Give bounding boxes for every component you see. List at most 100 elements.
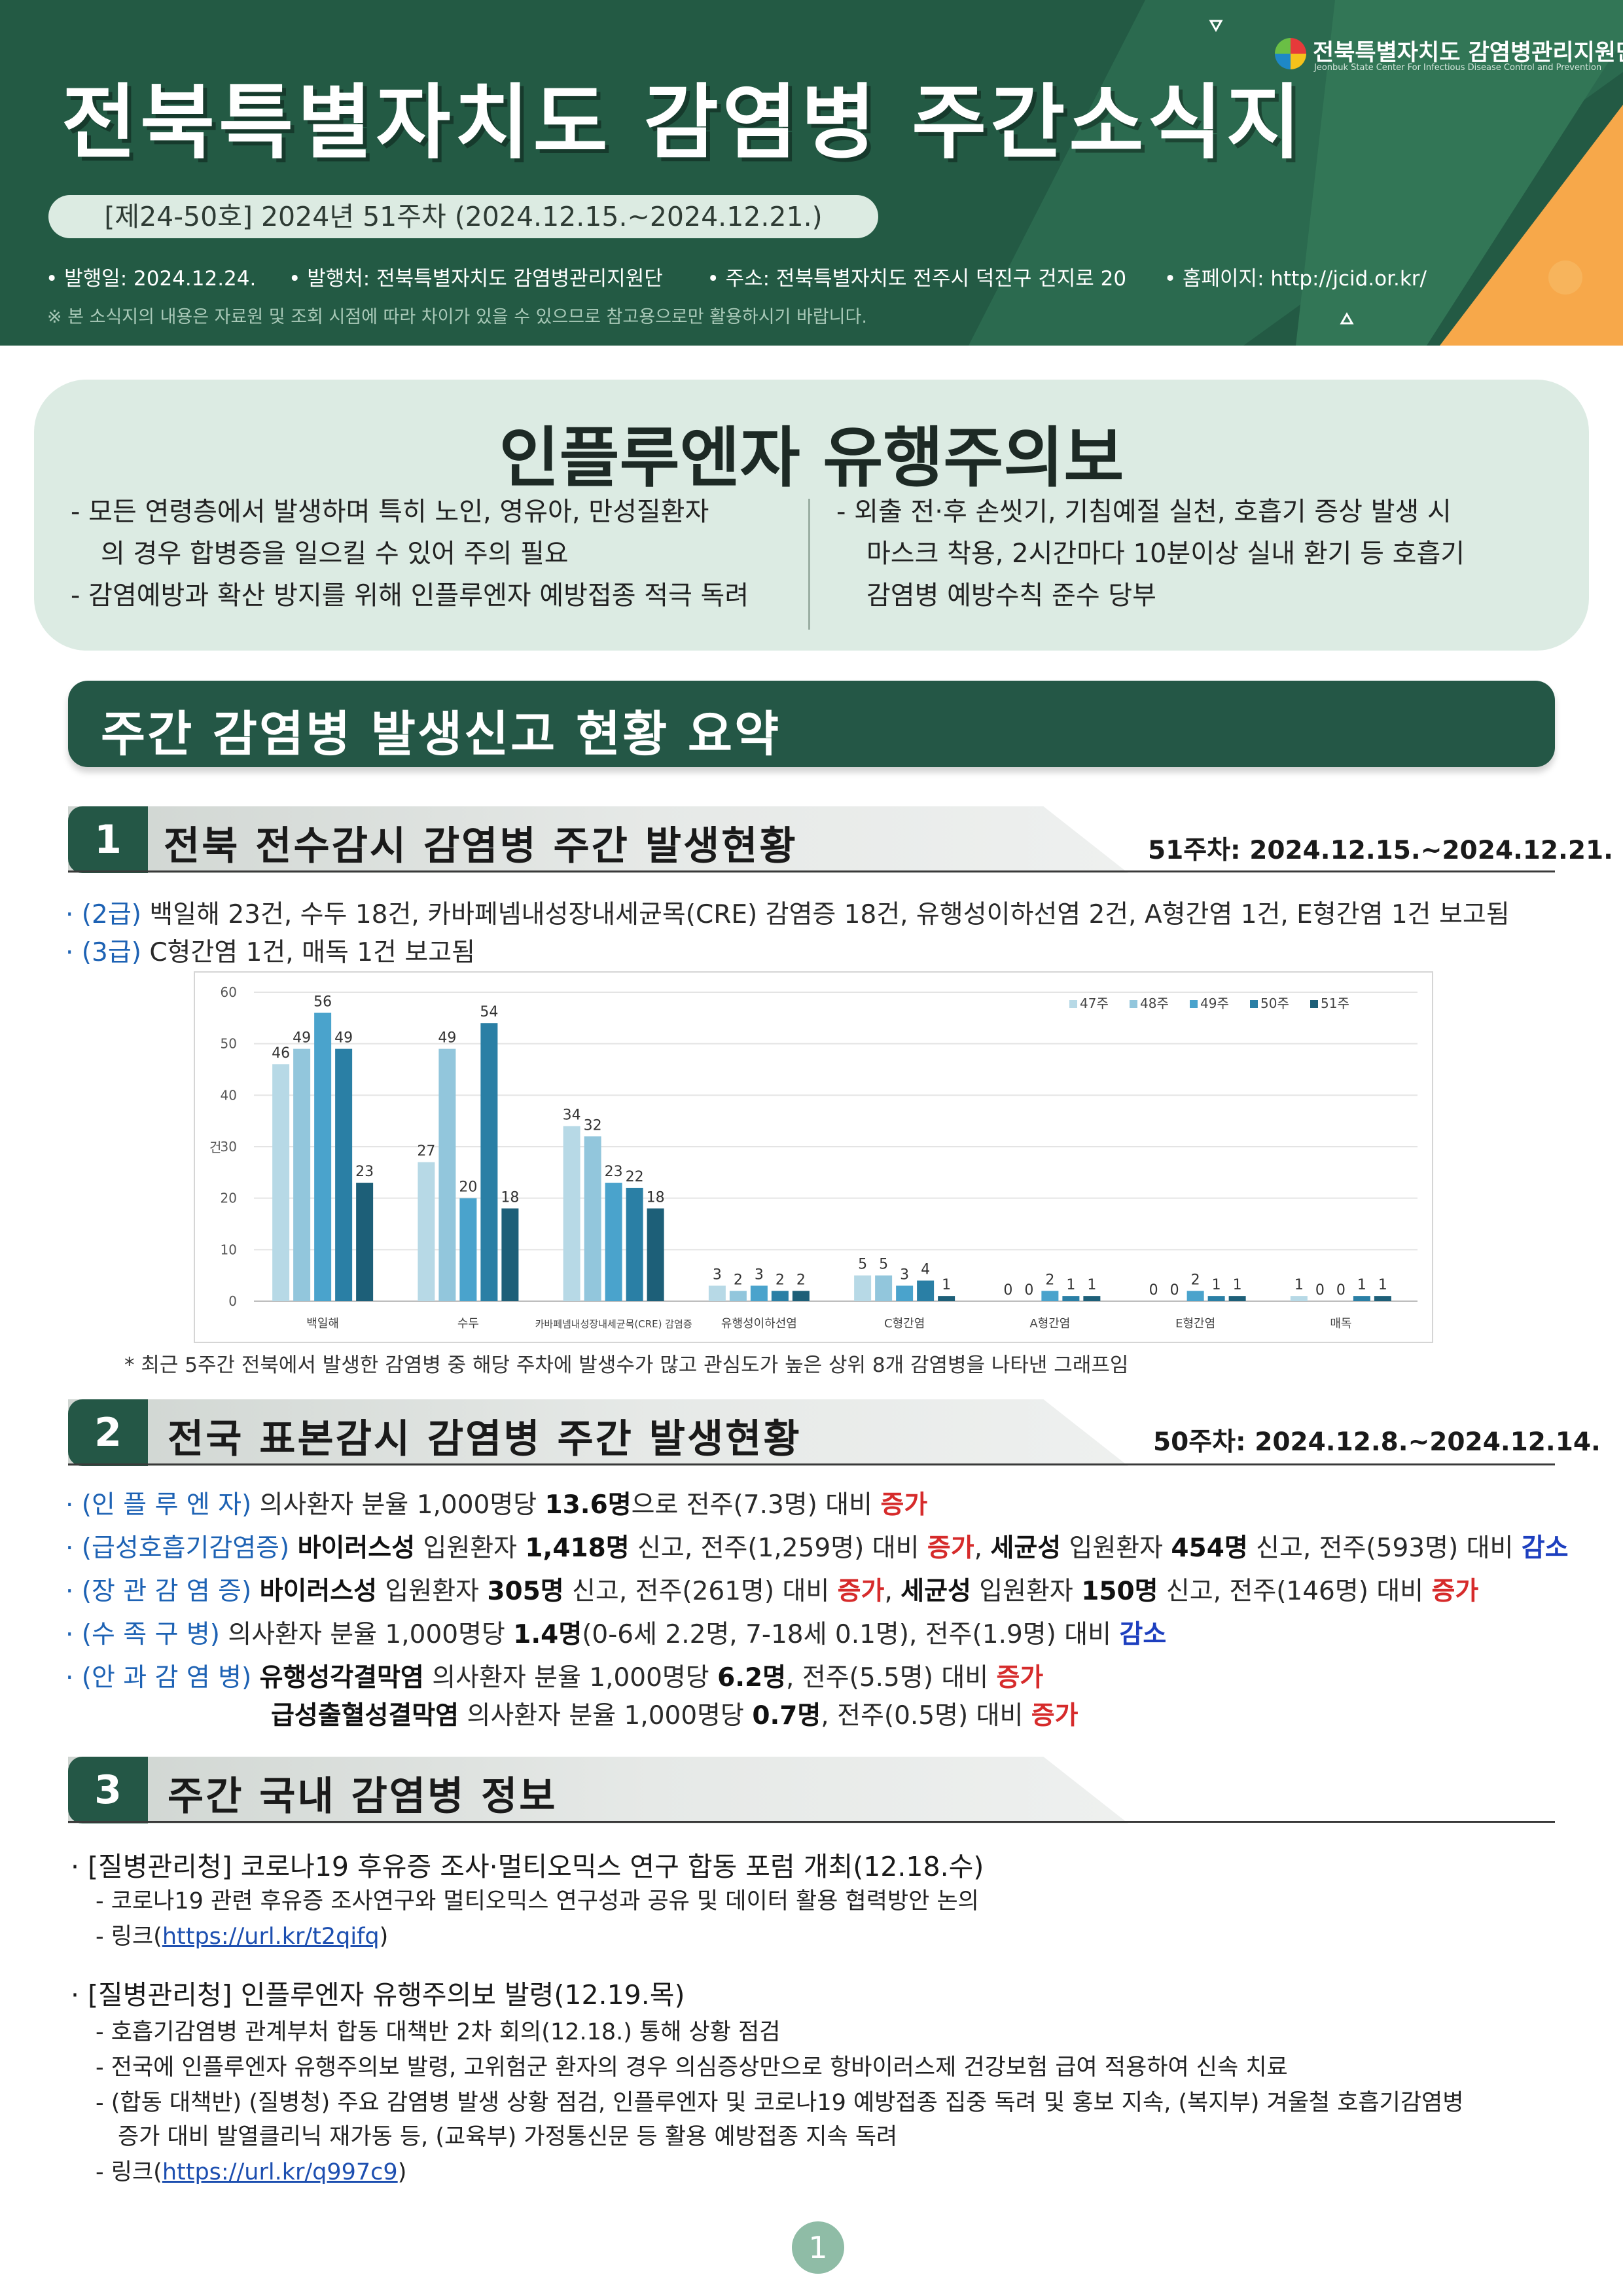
data-label: 49 [293, 1030, 311, 1047]
x-tick-label: 매독 [1330, 1317, 1351, 1331]
chart-bar [1353, 1296, 1370, 1301]
chart-bar [626, 1187, 643, 1301]
section3-header-bg [68, 1757, 1128, 1823]
y-tick-label: 0 [228, 1293, 237, 1309]
data-label: 0 [1024, 1282, 1033, 1299]
chart-bar [480, 1023, 498, 1301]
section3-title: 주간 국내 감염병 정보 [168, 1774, 558, 1820]
section1-rule [68, 870, 1555, 872]
data-label: 5 [858, 1257, 867, 1273]
data-label: 1 [1233, 1277, 1242, 1293]
data-label: 22 [626, 1169, 644, 1185]
data-label: 4 [921, 1262, 930, 1278]
chart-bar [605, 1183, 622, 1301]
chart-bar [563, 1126, 580, 1301]
row-text: 신고, 전주(261명) 대비 [563, 1577, 838, 1606]
logo-name: 전북특별자치도 감염병관리지원단 [1313, 40, 1623, 66]
chart-bar [418, 1162, 435, 1301]
data-label: 1 [1087, 1277, 1096, 1293]
surveillance-row: · (수 족 구 병) 의사환자 분율 1,000명당 1.4명(0-6세 2.… [65, 1614, 1166, 1651]
publish-date: • 발행일: 2024.12.24. [46, 267, 257, 291]
chart-bar [1041, 1291, 1059, 1301]
grade-tag: · (3급) [65, 938, 141, 967]
data-label: 0 [1170, 1282, 1179, 1299]
section2-number: 2 [68, 1399, 148, 1466]
data-label: 46 [272, 1045, 290, 1062]
alert-divider [808, 499, 810, 630]
data-label: 3 [900, 1266, 909, 1283]
issue-number: [제24-50호] 2024년 51주차 (2024.12.15.~2024.1… [48, 195, 878, 238]
row-text: , 전주(5.5명) 대비 [786, 1663, 997, 1693]
row-text: 454명 [1171, 1534, 1248, 1563]
trend-label: 증가 [1431, 1577, 1479, 1606]
surveillance-row: · (급성호흡기감염증) 바이러스성 입원환자 1,418명 신고, 전주(1,… [65, 1528, 1569, 1564]
trend-label: 증가 [996, 1663, 1044, 1693]
data-label: 20 [459, 1179, 477, 1196]
data-label: 56 [313, 994, 332, 1010]
data-label: 2 [796, 1272, 806, 1288]
alert-left-line: - 모든 연령층에서 발생하며 특히 노인, 영유아, 만성질환자 [71, 497, 709, 527]
chart-bar [584, 1136, 601, 1301]
chart-bar [1374, 1296, 1391, 1301]
homepage-link[interactable]: • 홈페이지: http://jcid.or.kr/ [1164, 267, 1427, 291]
y-tick-label: 10 [221, 1242, 237, 1257]
row-text: 의사환자 분율 1,000명당 [459, 1701, 753, 1731]
trend-label: 감소 [1119, 1620, 1167, 1649]
row-text: , 전주(0.5명) 대비 [821, 1701, 1031, 1731]
publisher: • 발행처: 전북특별자치도 감염병관리지원단 [289, 267, 663, 291]
data-label: 2 [1191, 1272, 1200, 1288]
row-text: 바이러스성 [297, 1534, 416, 1563]
surveillance-row: · (장 관 감 염 증) 바이러스성 입원환자 305명 신고, 전주(261… [65, 1571, 1478, 1607]
data-label: 1 [1294, 1277, 1304, 1293]
alert-left-line: 의 경우 합병증을 일으킬 수 있어 주의 필요 [101, 539, 569, 569]
section2-title: 전국 표본감시 감염병 주간 발생현황 [168, 1416, 802, 1462]
row-text: 1,418명 [525, 1534, 630, 1563]
section2-date: 50주차: 2024.12.8.~2024.12.14. [1153, 1427, 1601, 1457]
chart-bar [272, 1064, 290, 1301]
row-text: 입원환자 [971, 1577, 1082, 1606]
data-label: 49 [438, 1030, 456, 1047]
news-link[interactable]: https://url.kr/q997c9 [162, 2159, 398, 2185]
grade-text: 백일해 23건, 수두 18건, 카바페넴내성장내세균목(CRE) 감염증 18… [141, 900, 1510, 929]
trend-label: 증가 [837, 1577, 885, 1606]
data-label: 1 [1066, 1277, 1075, 1293]
row-category: · (급성호흡기감염증) [65, 1534, 298, 1563]
row-text: 입원환자 [1061, 1534, 1171, 1563]
row-text: 신고, 전주(146명) 대비 [1158, 1577, 1432, 1606]
news-link[interactable]: https://url.kr/t2qifq [162, 1924, 380, 1950]
row-text: 의사환자 분율 1,000명당 [259, 1490, 545, 1520]
page-number: 1 [792, 2221, 844, 2274]
row-text: 신고, 전주(593명) 대비 [1247, 1534, 1522, 1563]
legend-swatch [1069, 1000, 1077, 1008]
legend-swatch [1190, 1000, 1198, 1008]
alert-left-line: - 감염예방과 확산 방지를 위해 인플루엔자 예방접종 적극 독려 [71, 581, 749, 611]
data-label: 1 [1357, 1277, 1366, 1293]
row-category: · (장 관 감 염 증) [65, 1577, 260, 1606]
chart-bar [647, 1208, 664, 1301]
y-tick-label: 60 [221, 984, 237, 1000]
legend-swatch [1130, 1000, 1137, 1008]
data-label: 34 [563, 1107, 581, 1124]
data-label: 1 [1212, 1277, 1221, 1293]
chart-bar [771, 1291, 789, 1301]
row-category: · (인 플 루 엔 자) [65, 1490, 260, 1520]
data-label: 3 [755, 1266, 764, 1283]
x-tick-label: A형간염 [1029, 1317, 1070, 1331]
data-label: 0 [1315, 1282, 1325, 1299]
surveillance-row: · (안 과 감 염 병) 유행성각결막염 의사환자 분율 1,000명당 6.… [65, 1657, 1043, 1694]
data-label: 2 [1045, 1272, 1054, 1288]
logo-mark-icon [1275, 38, 1306, 69]
chart-bar [293, 1049, 311, 1301]
row-text: 입원환자 [415, 1534, 526, 1563]
data-label: 1 [942, 1277, 951, 1293]
y-tick-label: 50 [221, 1036, 237, 1052]
data-label: 54 [480, 1004, 498, 1020]
row-category: · (수 족 구 병) [65, 1620, 228, 1649]
chart-bar [792, 1291, 810, 1301]
grade-tag: · (2급) [65, 900, 141, 929]
page-title: 전북특별자치도 감염병 주간소식지 [62, 76, 1305, 170]
summary-title: 주간 감염병 발생신고 현황 요약 [101, 706, 781, 762]
data-label: 1 [1378, 1277, 1387, 1293]
chart-bar [708, 1285, 726, 1301]
x-tick-label: C형간염 [884, 1317, 925, 1331]
